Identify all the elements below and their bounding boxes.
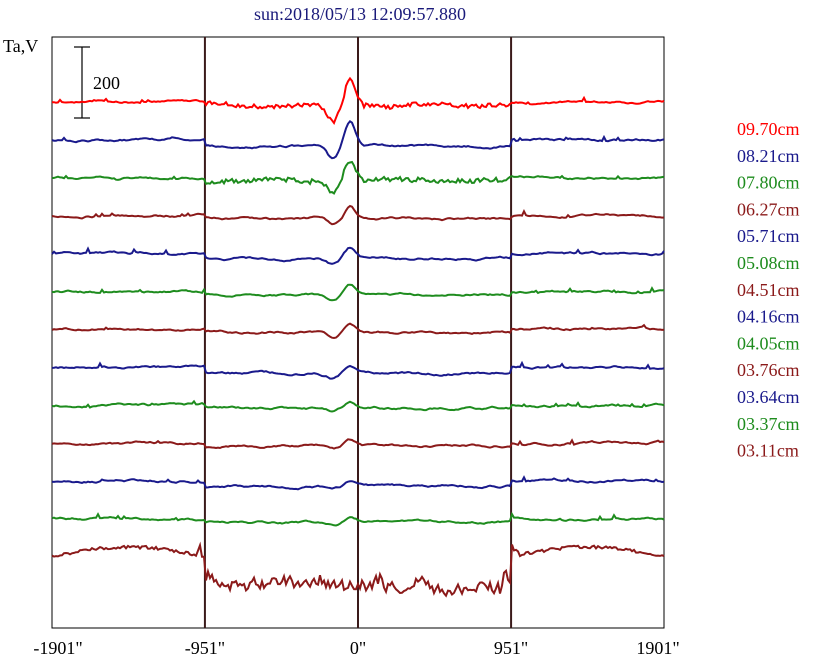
legend-entry: 04.05cm bbox=[737, 333, 800, 353]
series-line-05.08cm bbox=[51, 283, 665, 302]
x-tick-label: 0" bbox=[350, 638, 366, 658]
series-line-04.51cm bbox=[51, 322, 665, 340]
series-line-04.16cm bbox=[51, 360, 665, 380]
x-tick-label: -951" bbox=[185, 638, 225, 658]
series-line-03.11cm bbox=[51, 541, 665, 598]
series-line-06.27cm bbox=[51, 204, 665, 226]
legend-entry: 07.80cm bbox=[737, 173, 800, 193]
x-tick-label: 951" bbox=[494, 638, 528, 658]
legend: 09.70cm 08.21cm 07.80cm 06.27cm 05.71cm 05.08… bbox=[737, 119, 800, 461]
legend-entry: 04.51cm bbox=[737, 280, 800, 300]
x-tick-label: -1901" bbox=[33, 638, 82, 658]
series-line-09.70cm bbox=[52, 76, 665, 126]
legend-entry: 03.37cm bbox=[737, 414, 800, 434]
series-line-08.21cm bbox=[51, 119, 665, 160]
legend-entry: 04.16cm bbox=[737, 307, 800, 327]
legend-entry: 03.11cm bbox=[737, 441, 799, 461]
scale-bar-label: 200 bbox=[93, 73, 120, 93]
x-tick-label: 1901" bbox=[636, 638, 679, 658]
legend-entry: 08.21cm bbox=[737, 146, 800, 166]
series-line-05.71cm bbox=[51, 246, 665, 265]
legend-entry: 06.27cm bbox=[737, 199, 800, 219]
legend-entry: 09.70cm bbox=[737, 119, 800, 139]
series-line-07.80cm bbox=[51, 160, 665, 195]
scale-bar: 200 bbox=[74, 46, 120, 119]
series-line-03.37cm bbox=[51, 511, 665, 527]
series-lines bbox=[51, 76, 665, 598]
chart-title: sun:2018/05/13 12:09:57.880 bbox=[254, 4, 466, 24]
series-line-03.76cm bbox=[51, 438, 665, 450]
legend-entry: 03.64cm bbox=[737, 387, 800, 407]
x-tick-labels: -1901" -951" 0" 951" 1901" bbox=[33, 638, 679, 658]
legend-entry: 05.71cm bbox=[737, 226, 800, 246]
legend-entry: 03.76cm bbox=[737, 360, 800, 380]
series-line-03.64cm bbox=[51, 475, 665, 491]
y-axis-label: Ta,V bbox=[3, 36, 38, 56]
series-line-04.05cm bbox=[51, 399, 665, 413]
legend-entry: 05.08cm bbox=[737, 253, 800, 273]
